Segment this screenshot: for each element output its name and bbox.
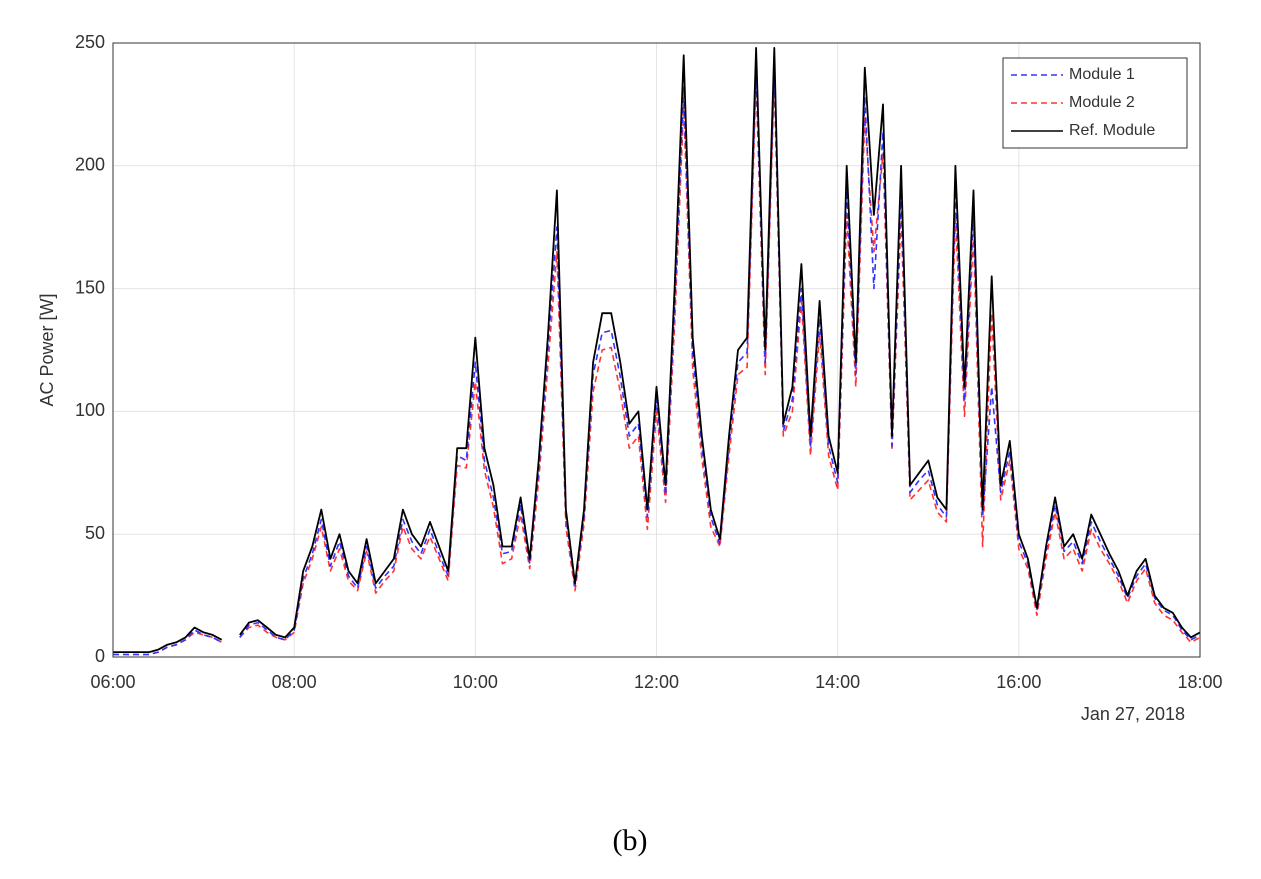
x-axis-date: Jan 27, 2018 (1081, 704, 1185, 724)
x-tick-label: 16:00 (996, 672, 1041, 692)
legend-label: Module 1 (1069, 66, 1135, 83)
y-tick-label: 50 (85, 523, 105, 543)
y-tick-label: 100 (75, 400, 105, 420)
y-axis-label: AC Power [W] (37, 293, 57, 406)
data-line (113, 47, 1201, 653)
x-tick-label: 06:00 (90, 672, 135, 692)
x-tick-label: 18:00 (1177, 672, 1222, 692)
labels: 0 50 100 150 200 250 06:00 08:00 10:00 12:00 14:00… (75, 32, 1223, 692)
plot-frame (112, 42, 1201, 658)
x-tick-label: 14:00 (815, 672, 860, 692)
x-tick-label: 10:00 (453, 672, 498, 692)
y-tick-label: 200 (75, 155, 105, 175)
caption: (b) (613, 824, 648, 857)
legend-label: Module 2 (1069, 94, 1135, 111)
legend: Module 1 Module 2 Ref. Module (1002, 57, 1188, 149)
y-tick-label: 0 (95, 646, 105, 666)
x-tick-label: 08:00 (272, 672, 317, 692)
y-tick-label: 150 (75, 277, 105, 297)
legend-label: Ref. Module (1069, 122, 1155, 139)
data-line (113, 66, 1201, 656)
y-tick-label: 250 (75, 32, 105, 52)
lines (113, 47, 1201, 656)
x-tick-label: 12:00 (634, 672, 679, 692)
